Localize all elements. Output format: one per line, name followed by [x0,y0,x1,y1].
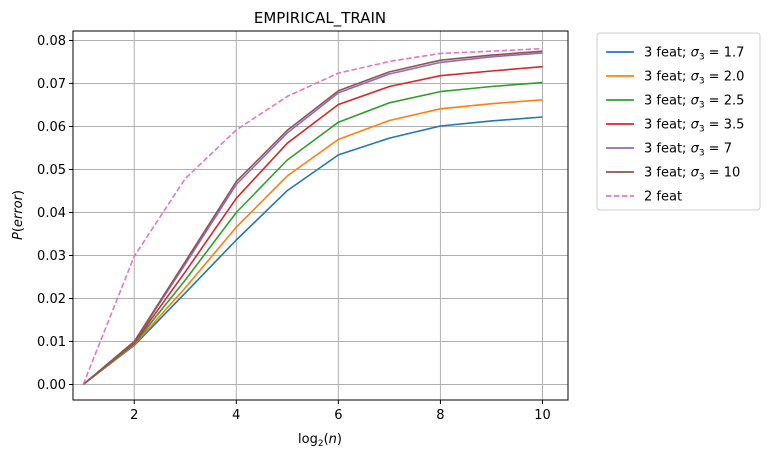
legend-label-prefix: 3 feat; [644,166,691,181]
legend-label-sub: 3 [699,125,705,135]
legend-label-suffix: = 7 [705,142,732,157]
series-lines [82,47,543,386]
series-line-4 [82,52,543,386]
x-axis-label: log2(n) [298,432,342,449]
axis-ticks: 2 4 6 8 10 0.00 0.01 0.02 0.03 0.04 0.05 0.06 0.07 0.… [37,34,551,423]
y-tick-label: 0.03 [37,249,66,264]
legend-label-prefix: 3 feat; [644,94,691,109]
legend-label-symbol: σ [691,166,700,181]
legend-label-4: 3 feat; σ3 = 7 [644,142,732,159]
legend-label-1: 3 feat; σ3 = 2.0 [644,70,744,87]
x-axis-label-arg: ( [324,432,329,447]
legend-label-symbol: σ [691,94,700,109]
legend-label-2: 3 feat; σ3 = 2.5 [644,94,744,111]
y-axis-label-p: P [11,232,26,240]
y-tick-label: 0.08 [37,34,66,49]
legend-label-prefix: 3 feat; [644,70,691,85]
legend-label-suffix: = 3.5 [705,118,745,133]
legend-label-sub: 3 [699,173,705,183]
x-tick-label: 10 [534,408,551,423]
series-line-3 [82,65,543,386]
legend-label-0: 3 feat; σ3 = 1.7 [644,46,744,63]
x-axis-label-log: log [298,432,318,447]
legend-label-suffix: = 10 [705,166,741,181]
y-axis-label-open: ( [11,227,26,232]
legend-frame [596,32,761,211]
legend: 3 feat; σ3 = 1.73 feat; σ3 = 2.03 feat; … [596,32,761,211]
legend-label-suffix: = 1.7 [705,46,745,61]
x-axis-label-sub: 2 [318,439,324,449]
legend-label-suffix: = 2.5 [705,94,745,109]
y-tick-label: 0.04 [37,206,66,221]
y-tick-label: 0.05 [37,163,66,178]
y-tick-label: 0.06 [37,120,66,135]
y-axis-label: P(error) [11,190,26,240]
legend-label-symbol: σ [691,118,700,133]
legend-label-symbol: σ [691,46,700,61]
y-tick-label: 0.07 [37,77,66,92]
legend-label-sub: 3 [699,53,705,63]
plot-frame [72,30,569,401]
legend-label-sub: 3 [699,101,705,111]
x-tick-label: 4 [232,408,240,423]
series-line-2 [82,81,543,386]
legend-label-sub: 3 [699,77,705,87]
x-tick-label: 2 [130,408,138,423]
y-tick-label: 0.02 [37,292,66,307]
series-line-1 [82,99,543,386]
y-tick-label: 0.01 [37,335,66,350]
legend-label-prefix: 3 feat; [644,142,691,157]
legend-label-suffix: = 2.0 [705,70,745,85]
y-axis-label-var: error [11,193,26,227]
legend-label-symbol: σ [691,70,700,85]
legend-label-3: 3 feat; σ3 = 3.5 [644,118,744,135]
x-axis-label-close: ) [337,432,342,447]
series-line-0 [82,116,543,386]
legend-label-prefix: 3 feat; [644,118,691,133]
legend-label-sub: 3 [699,149,705,159]
legend-label-prefix: 3 feat; [644,46,691,61]
legend-label-prefix: 2 feat [644,190,682,205]
series-line-6 [82,47,543,385]
y-axis-label-close: ) [11,190,26,195]
x-tick-label: 8 [436,408,444,423]
series-line-5 [82,50,543,386]
y-tick-label: 0.00 [37,378,66,393]
x-tick-label: 6 [334,408,342,423]
legend-label-6: 2 feat [644,190,682,205]
chart-title: EMPIRICAL_TRAIN [254,9,386,28]
x-axis-label-var: n [329,432,337,447]
legend-label-5: 3 feat; σ3 = 10 [644,166,740,183]
legend-label-symbol: σ [691,142,700,157]
